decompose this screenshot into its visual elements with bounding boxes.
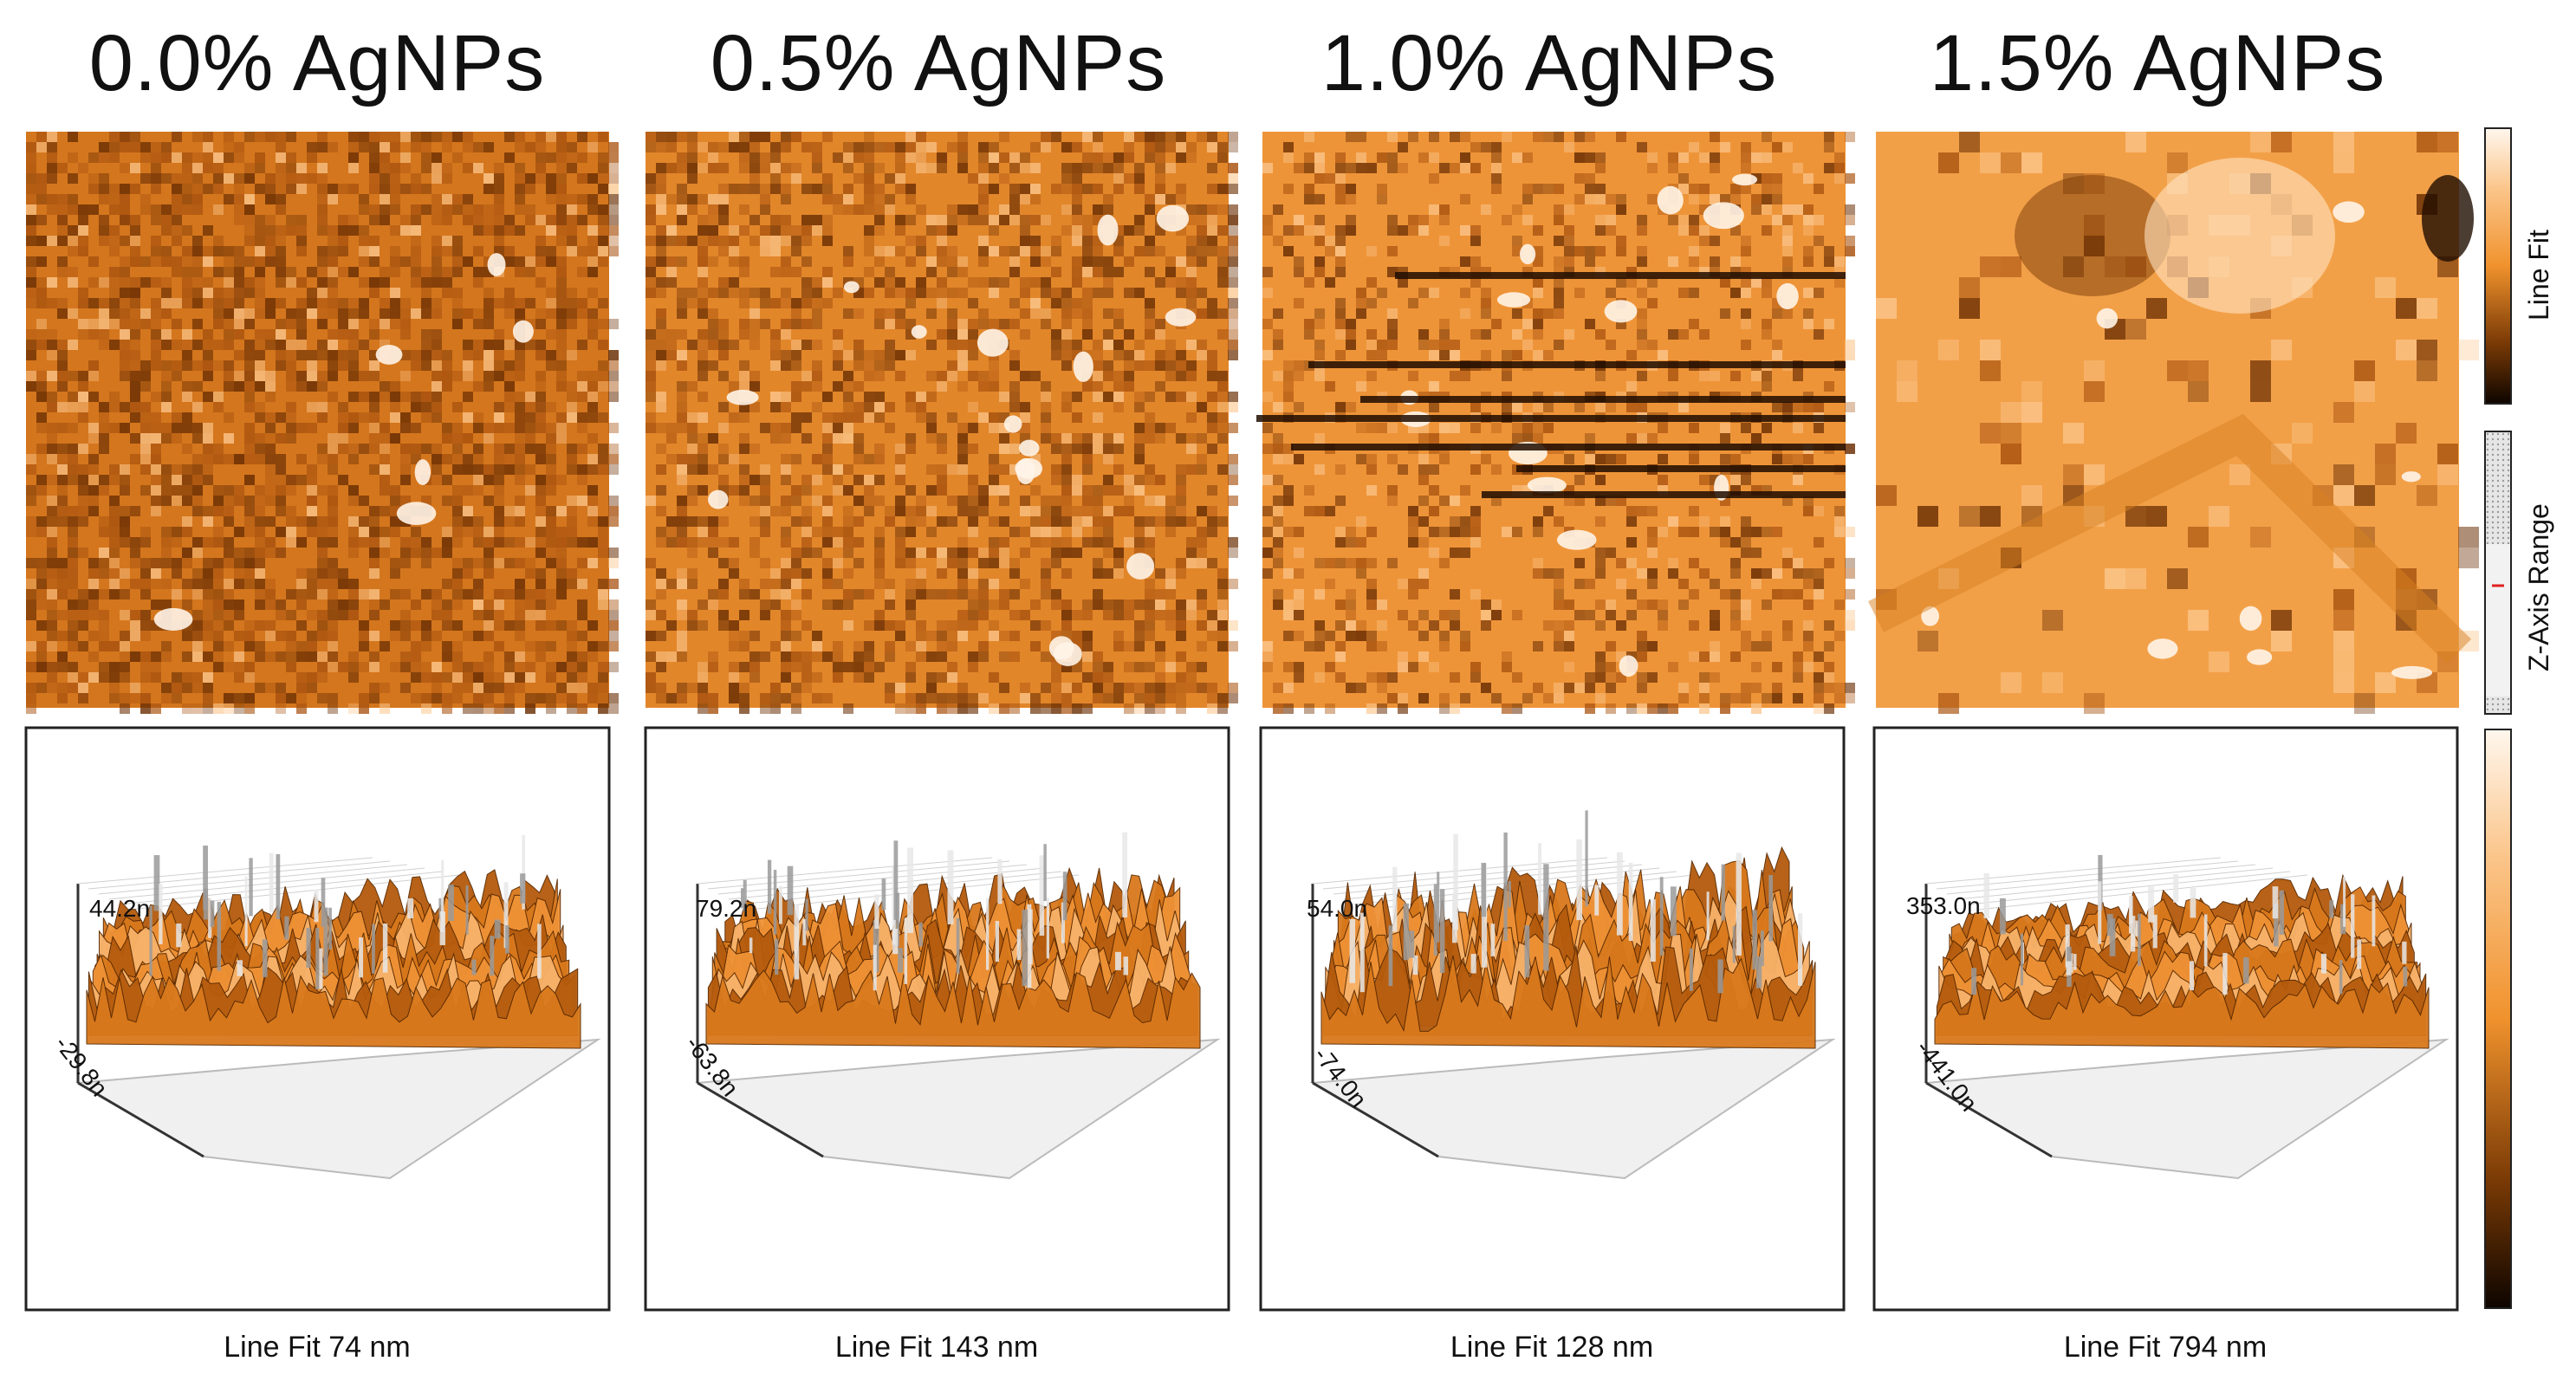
- zmax-label-3: 353.0n: [1906, 892, 1981, 919]
- z-axis-range-bar: [2484, 431, 2512, 715]
- afm-map-0: [26, 132, 619, 714]
- panel-title-1: 0.5% AgNPs: [710, 19, 1167, 107]
- line-fit-label: Line Fit: [2523, 230, 2554, 321]
- surface-plot-0: [24, 726, 611, 1312]
- panel-caption-2: Line Fit 128 nm: [1450, 1331, 1654, 1364]
- zmax-label-2: 54.0n: [1307, 895, 1367, 922]
- afm-map-3: [1868, 132, 2479, 714]
- surface-plot-2: [1259, 726, 1846, 1312]
- panel-title-0: 0.0% AgNPs: [88, 19, 546, 107]
- zmax-label-0: 44.2n: [89, 895, 150, 922]
- surface-plot-1: [644, 726, 1230, 1312]
- afm-map-1: [646, 132, 1238, 714]
- afm-map-2: [1256, 132, 1855, 714]
- surface-plot-3: [1872, 726, 2459, 1312]
- panel-title-2: 1.0% AgNPs: [1320, 19, 1778, 107]
- panel-caption-1: Line Fit 143 nm: [834, 1331, 1039, 1364]
- panel-caption-3: Line Fit 794 nm: [2063, 1331, 2268, 1364]
- surface-colorbar: [2484, 729, 2512, 1309]
- zmax-label-1: 79.2n: [696, 895, 756, 922]
- panel-caption-0: Line Fit 74 nm: [224, 1331, 411, 1364]
- panel-title-3: 1.5% AgNPs: [1929, 19, 2386, 107]
- z-axis-range-label: Z-Axis Range: [2523, 503, 2554, 671]
- line-fit-colorbar: [2484, 127, 2512, 405]
